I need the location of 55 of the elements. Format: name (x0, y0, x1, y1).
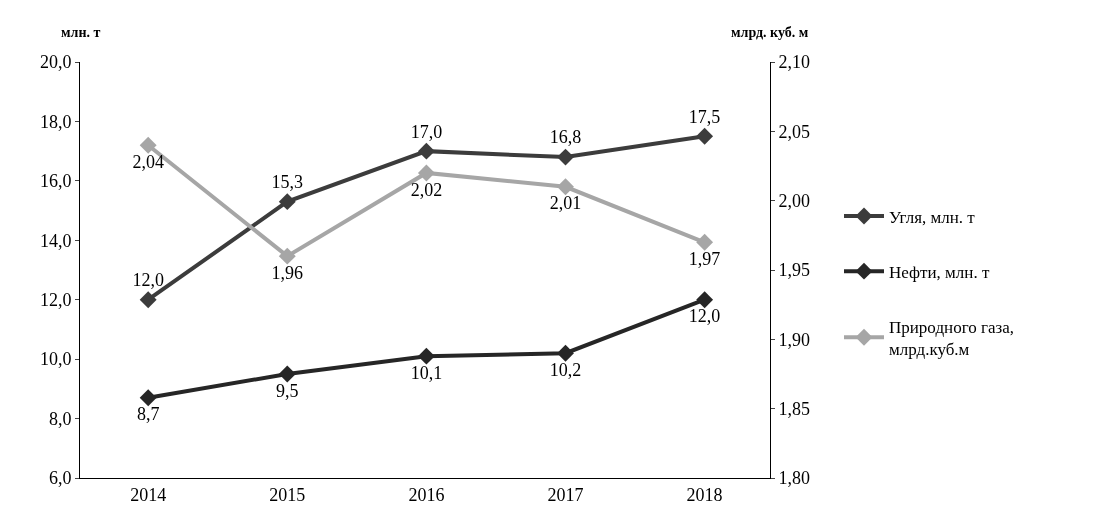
data-label: 9,5 (276, 380, 299, 401)
y-tick-label: 8,0 (48, 408, 72, 429)
point (139, 291, 157, 309)
y2-tick-label: 2,05 (778, 121, 811, 142)
point (557, 148, 574, 166)
y2-tick-label: 1,95 (778, 260, 811, 281)
data-label: 1,97 (688, 248, 721, 269)
point (278, 193, 296, 211)
data-label: 16,8 (549, 127, 582, 148)
data-label: 2,01 (549, 193, 582, 214)
data-label: 15,3 (271, 172, 304, 193)
data-label: 10,2 (549, 359, 582, 380)
data-label: 2,02 (410, 179, 443, 200)
x-tick-label: 2017 (547, 484, 584, 505)
point (278, 365, 296, 383)
point (417, 142, 435, 160)
point (139, 136, 157, 154)
legend-label: Природного газа, млрд.куб.м (889, 317, 1014, 359)
data-label: 2,04 (132, 151, 164, 172)
y2-tick-label: 2,00 (778, 190, 811, 211)
y-tick-label: 10,0 (39, 349, 72, 370)
legend-label: Нефти, млн. т (889, 262, 990, 282)
point (417, 164, 435, 182)
point (696, 291, 714, 309)
point (696, 233, 714, 251)
point (557, 344, 574, 362)
y2-axis-title: млрд. куб. м (731, 25, 809, 40)
y-tick-label: 14,0 (39, 230, 72, 251)
y-tick-label: 18,0 (39, 111, 72, 132)
y2-tick-label: 1,80 (778, 468, 811, 489)
y-tick-label: 20,0 (39, 52, 72, 73)
x-tick-label: 2016 (408, 484, 445, 505)
point (696, 127, 714, 145)
y-tick-label: 16,0 (39, 171, 72, 192)
data-label: 17,5 (688, 106, 721, 127)
data-label: 17,0 (410, 121, 443, 142)
data-label: 1,96 (271, 262, 304, 283)
x-tick-label: 2018 (686, 484, 723, 505)
data-label: 10,1 (410, 362, 443, 383)
data-label: 12,0 (688, 306, 721, 327)
y2-tick-label: 1,90 (778, 329, 811, 350)
y-axis-title: млн. т (61, 25, 101, 40)
point (417, 347, 435, 365)
y2-tick-label: 2,10 (778, 52, 811, 73)
y2-tick-label: 1,85 (778, 398, 811, 419)
point (278, 247, 296, 265)
y-tick-label: 12,0 (39, 290, 72, 311)
point (557, 178, 574, 196)
data-label: 12,0 (132, 270, 164, 291)
data-label: 8,7 (136, 404, 160, 425)
y-tick-label: 6,0 (48, 468, 72, 489)
x-tick-label: 2015 (269, 484, 306, 505)
point (139, 389, 157, 407)
legend-label: Угля, млн. т (889, 207, 976, 227)
x-tick-label: 2014 (130, 484, 167, 505)
